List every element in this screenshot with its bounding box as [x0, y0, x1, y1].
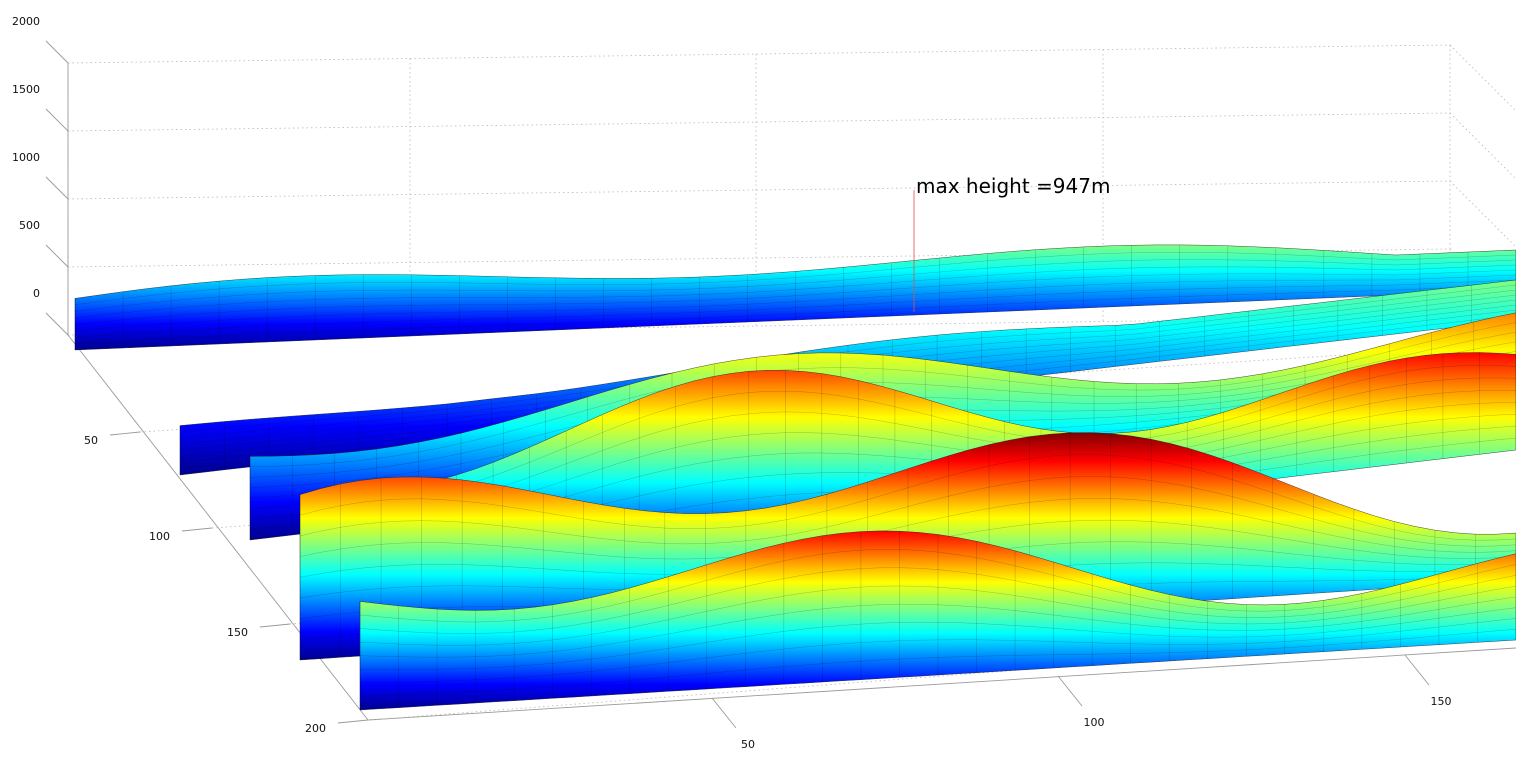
z-gridline [67, 248, 1451, 268]
mesh-line [179, 284, 1516, 432]
z-tick-mark [45, 176, 69, 200]
x-tick-mark [1404, 654, 1430, 686]
mesh-line [359, 585, 1516, 646]
max-height-annotation: max height =947m [913, 174, 1110, 312]
z-tick-mark [45, 108, 69, 132]
mesh-line [359, 629, 1516, 697]
z-gridline [67, 180, 1451, 200]
mesh-line [359, 549, 1516, 623]
mesh-line [359, 567, 1516, 634]
y-axis-ticks: 50 100 150 200 [84, 431, 369, 735]
terrain-ridge [74, 244, 1516, 351]
x-tick-label: 150 [1431, 695, 1452, 708]
z-gridline [67, 112, 1451, 132]
mesh-line [359, 607, 1516, 670]
mesh-line [299, 498, 1516, 560]
mesh-line [74, 264, 1516, 318]
z-gridline-side [1449, 112, 1516, 180]
mesh-line [74, 269, 1516, 325]
y-tick-label: 100 [149, 530, 170, 543]
x-tick-mark [1057, 675, 1083, 707]
mesh-line [74, 259, 1516, 312]
z-tick-label: 0 [33, 287, 40, 300]
z-gridline-side [1449, 44, 1516, 112]
y-tick-label: 50 [84, 434, 98, 447]
mesh-line [359, 618, 1516, 683]
mesh-line [359, 596, 1516, 658]
y-tick-label: 200 [305, 722, 326, 735]
mesh-line [299, 454, 1516, 541]
mesh-line [299, 476, 1516, 547]
mesh-line [74, 252, 1516, 305]
z-tick-mark [45, 40, 69, 64]
z-gridline [67, 44, 1451, 64]
y-tick-mark [337, 719, 369, 724]
z-tick-label: 2000 [12, 15, 40, 28]
mesh-line [249, 331, 1516, 478]
mesh-line [74, 284, 1516, 344]
mesh-line [249, 322, 1516, 467]
terrain-ridge [359, 530, 1516, 711]
z-tick-mark [45, 244, 69, 268]
mesh-line [74, 279, 1516, 338]
y-tick-mark [259, 623, 291, 628]
x-axis-line [367, 647, 1516, 721]
y-tick-mark [109, 431, 141, 436]
mesh-line [419, 365, 1516, 497]
z-gridline-side [1449, 180, 1516, 248]
z-tick-label: 1500 [12, 83, 40, 96]
x-tick-label: 50 [741, 738, 755, 751]
y-tick-mark [181, 527, 213, 532]
mesh-line [74, 274, 1516, 331]
y-tick-label: 150 [227, 626, 248, 639]
x-axis-ticks: 50 100 150 [711, 654, 1452, 751]
z-axis-ticks: 0 500 1000 1500 2000 [12, 15, 69, 336]
max-height-label: max height =947m [916, 174, 1110, 198]
x-tick-label: 100 [1084, 716, 1105, 729]
x-tick-mark [711, 697, 737, 729]
terrain-surface [74, 244, 1516, 711]
z-tick-label: 500 [19, 219, 40, 232]
mesh-line [419, 377, 1516, 509]
z-tick-label: 1000 [12, 151, 40, 164]
z-tick-mark [45, 312, 69, 336]
